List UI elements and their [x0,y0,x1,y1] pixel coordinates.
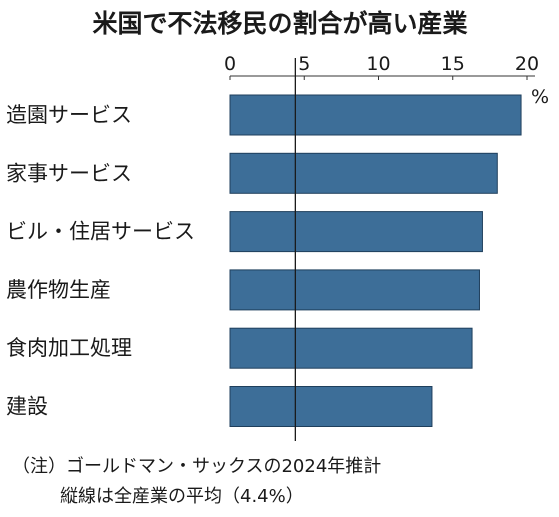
bar [229,94,522,136]
bar [229,152,498,194]
x-tick-label: 5 [298,53,310,75]
category-label: 家事サービス [6,161,132,185]
x-tick-label: 0 [224,53,236,75]
category-label: 農作物生産 [6,278,111,302]
unit-label: % [531,86,549,108]
note-line: （注）ゴールドマン・サックスの2024年推計 [12,456,381,477]
bar [229,327,473,369]
x-tick-label: 15 [441,53,465,75]
category-label: 食肉加工処理 [6,336,132,360]
bar [229,211,483,253]
x-tick-label: 10 [366,53,390,75]
category-label: 建設 [6,395,48,419]
chart-title: 米国で不法移民の割合が高い産業 [92,9,467,38]
x-tick-label: 20 [515,53,539,75]
bar [229,269,480,311]
bar [229,386,433,427]
note-line: 縦線は全産業の平均（4.4%） [60,486,304,507]
category-label: ビル・住居サービス [6,220,195,244]
category-label: 造園サービス [6,103,132,127]
